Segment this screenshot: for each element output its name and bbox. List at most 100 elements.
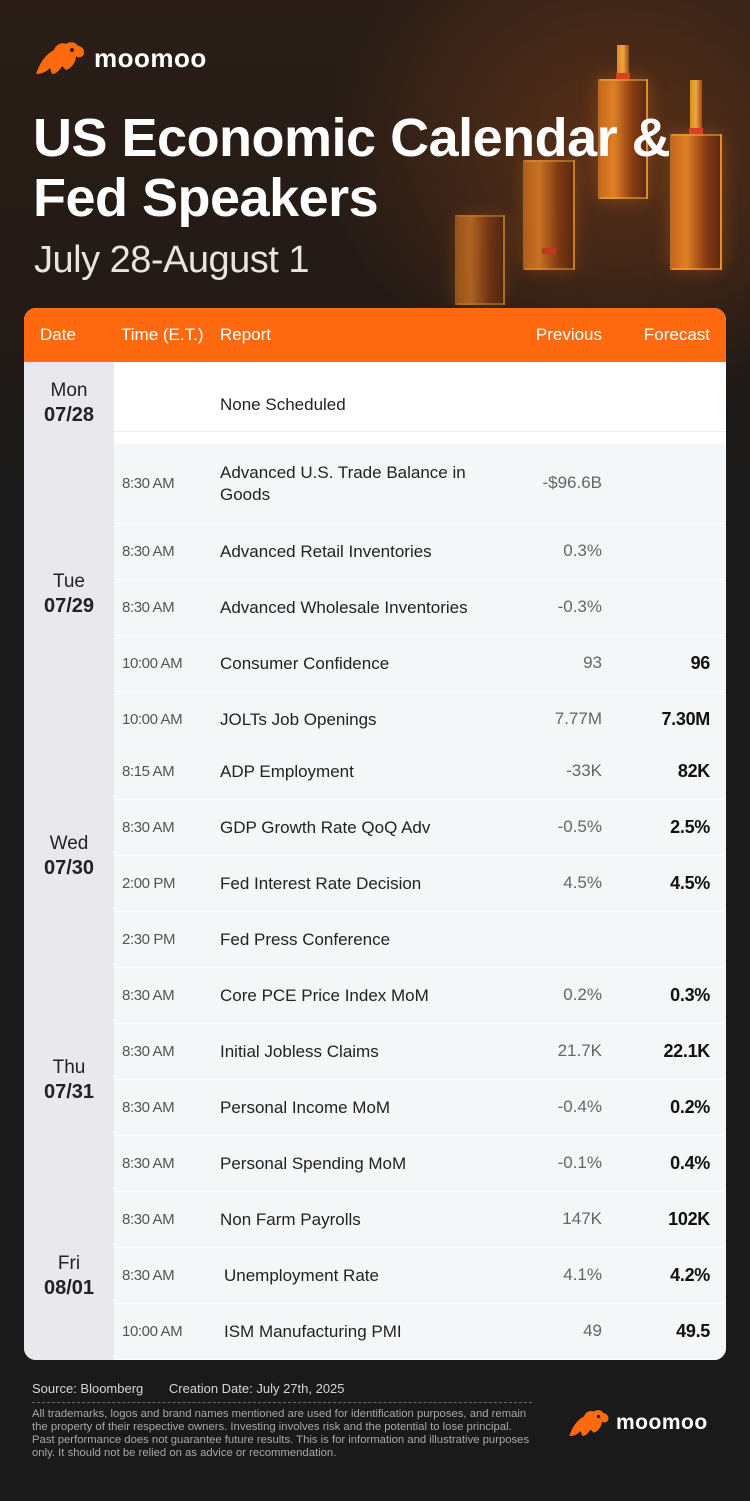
table-row: 10:00 AM Consumer Confidence 93 96 [114, 636, 726, 692]
day-name: Mon [50, 380, 88, 401]
economic-calendar-table: Date Time (E.T.) Report Previous Forecas… [24, 308, 726, 1360]
header-date: Date [40, 325, 76, 344]
row-time: 8:30 AM [122, 1267, 175, 1284]
table-row: 8:15 AM ADP Employment -33K 82K [114, 744, 726, 800]
row-time: 8:30 AM [122, 819, 175, 836]
source-text: Source: Bloomberg [32, 1381, 144, 1396]
day-date: 08/01 [43, 1277, 95, 1299]
row-time: 8:30 AM [122, 987, 175, 1004]
row-time: 8:30 AM [122, 475, 175, 492]
creation-date-text: Creation Date: July 27th, 2025 [168, 1381, 345, 1396]
row-previous: 21.7K [557, 1041, 602, 1060]
table-row: 2:30 PM Fed Press Conference [114, 912, 726, 968]
table-header: Date Time (E.T.) Report Previous Forecas… [24, 308, 726, 362]
row-forecast: 2.5% [670, 817, 710, 837]
row-report: Unemployment Rate [224, 1266, 379, 1285]
day-date: 07/30 [43, 857, 95, 879]
row-report: Fed Press Conference [220, 930, 391, 949]
row-report: Personal Income MoM [220, 1098, 391, 1117]
row-forecast: 102K [668, 1209, 710, 1229]
table-row: 8:30 AM Non Farm Payrolls 147K 102K [114, 1192, 726, 1248]
day-cell: Fri 08/01 [24, 1192, 114, 1360]
row-time: 8:30 AM [122, 1155, 175, 1172]
row-forecast: 0.3% [670, 985, 710, 1005]
row-report: ISM Manufacturing PMI [224, 1322, 402, 1341]
table-row: 2:00 PM Fed Interest Rate Decision 4.5% … [114, 856, 726, 912]
row-previous: -$96.6B [542, 473, 602, 492]
row-previous: -0.1% [557, 1153, 602, 1172]
table-row: 8:30 AM Advanced U.S. Trade Balance in G… [114, 444, 726, 524]
row-time: 2:30 PM [122, 931, 176, 948]
day-cell: Wed 07/30 [24, 744, 114, 968]
row-report: GDP Growth Rate QoQ Adv [220, 818, 431, 837]
brand-logo: moomoo [32, 40, 207, 76]
row-report: JOLTs Job Openings [220, 710, 377, 729]
row-forecast: 49.5 [676, 1321, 710, 1341]
header-forecast: Forecast [643, 325, 710, 344]
table-row: 8:30 AM Advanced Retail Inventories 0.3% [114, 524, 726, 580]
row-report: Advanced Wholesale Inventories [220, 598, 468, 617]
table-row: 8:30 AM Initial Jobless Claims 21.7K 22.… [114, 1024, 726, 1080]
row-report: ADP Employment [220, 762, 354, 781]
row-previous: -0.5% [557, 817, 602, 836]
row-previous: 0.3% [563, 541, 602, 560]
day-cell: Thu 07/31 [24, 968, 114, 1192]
row-previous: 93 [583, 653, 602, 672]
day-date: 07/31 [43, 1081, 95, 1103]
date-range-subtitle: July 28-August 1 [34, 239, 310, 281]
row-forecast: 22.1K [663, 1041, 710, 1061]
table-row: 8:30 AM Unemployment Rate 4.1% 4.2% [114, 1248, 726, 1304]
footer-source-line: Source: Bloomberg Creation Date: July 27… [32, 1381, 345, 1396]
row-report: Consumer Confidence [220, 654, 390, 673]
row-time: 8:15 AM [122, 763, 175, 780]
row-report: Advanced U.S. Trade Balance in Goods [220, 463, 466, 504]
row-time: 10:00 AM [122, 1323, 183, 1340]
row-time: 8:30 AM [122, 543, 175, 560]
day-group-thu: Thu 07/31 8:30 AM Core PCE Price Index M… [24, 968, 726, 1192]
row-report: Fed Interest Rate Decision [220, 874, 422, 893]
row-report: Initial Jobless Claims [220, 1042, 379, 1061]
page-title: US Economic Calendar & Fed Speakers [33, 108, 671, 228]
day-group-wed: Wed 07/30 8:15 AM ADP Employment -33K 82… [24, 744, 726, 968]
disclaimer-text: All trademarks, logos and brand names me… [32, 1408, 530, 1459]
row-report: Advanced Retail Inventories [220, 542, 432, 561]
row-forecast: 82K [677, 761, 710, 781]
day-group-tue: Tue 07/29 8:30 AM Advanced U.S. Trade Ba… [24, 444, 726, 748]
day-name: Thu [52, 1057, 86, 1078]
header-time: Time (E.T.) [121, 325, 204, 344]
brand-name: moomoo [94, 42, 207, 73]
row-previous: -33K [566, 761, 602, 780]
bull-logo-icon [36, 42, 85, 74]
day-date: 07/28 [43, 404, 95, 426]
row-report: Core PCE Price Index MoM [220, 986, 429, 1005]
table-row: 8:30 AM GDP Growth Rate QoQ Adv -0.5% 2.… [114, 800, 726, 856]
day-cell: Tue 07/29 [24, 444, 114, 744]
day-group-fri: Fri 08/01 8:30 AM Non Farm Payrolls 147K… [24, 1192, 726, 1360]
row-report: Personal Spending MoM [220, 1154, 407, 1173]
row-forecast: 7.30M [661, 709, 710, 729]
row-previous: -0.3% [557, 597, 602, 616]
row-forecast: 0.4% [670, 1153, 710, 1173]
table-row: None Scheduled [114, 362, 726, 432]
table-row: 8:30 AM Advanced Wholesale Inventories -… [114, 580, 726, 636]
brand-name: moomoo [616, 1411, 708, 1434]
row-report: None Scheduled [220, 395, 346, 414]
day-name: Wed [49, 833, 89, 854]
header-report: Report [220, 325, 272, 344]
row-time: 8:30 AM [122, 1043, 175, 1060]
row-time: 8:30 AM [122, 599, 175, 616]
row-forecast: 4.2% [670, 1265, 710, 1285]
row-time: 10:00 AM [122, 655, 183, 672]
footer-divider [32, 1402, 532, 1403]
row-previous: 49 [583, 1321, 602, 1340]
table-row: 8:30 AM Core PCE Price Index MoM 0.2% 0.… [114, 968, 726, 1024]
row-previous: 4.1% [563, 1265, 602, 1284]
row-forecast: 96 [690, 653, 711, 673]
day-group-mon: Mon 07/28 None Scheduled [24, 362, 726, 444]
row-forecast: 4.5% [670, 873, 710, 893]
row-time: 10:00 AM [122, 711, 183, 728]
day-date: 07/29 [43, 595, 95, 617]
row-previous: -0.4% [557, 1097, 602, 1116]
row-forecast: 0.2% [670, 1097, 710, 1117]
row-previous: 0.2% [563, 985, 602, 1004]
